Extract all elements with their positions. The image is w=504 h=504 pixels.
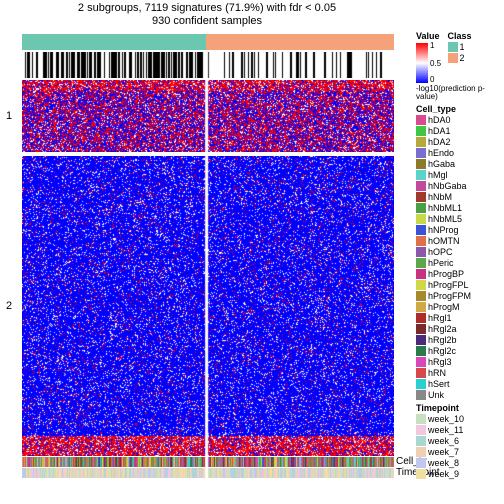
title-line2: 930 confident samples	[0, 15, 414, 28]
timepoint-legend: week_10week_11week_6week_7week_8week_9	[416, 413, 502, 479]
title-line1: 2 subgroups, 7119 signatures (71.9%) wit…	[0, 2, 414, 15]
legend-column: Value 1 0.5 0 Class 12 -log10(prediction…	[416, 28, 502, 479]
value-legend: Value 1 0.5 0	[416, 28, 440, 85]
class-annotation-bar	[22, 34, 394, 50]
value-gradient: 1 0.5 0	[416, 43, 428, 83]
value-extra-label: -log10(prediction p-value)	[416, 85, 502, 101]
celltype-legend-title: Cell_type	[416, 104, 502, 114]
class-legend: Class 12	[448, 28, 472, 85]
value-legend-title: Value	[416, 31, 440, 41]
barcode-track	[22, 52, 394, 78]
celltype-legend: hDA0hDA1hDA2hEndohGabahMglhNbGabahNbMhNb…	[416, 114, 502, 400]
chart-title: 2 subgroups, 7119 signatures (71.9%) wit…	[0, 2, 414, 28]
plot-area: 12Cell_tyTimepoint	[22, 34, 394, 500]
timepoint-legend-title: Timepoint	[416, 403, 502, 413]
class-legend-title: Class	[448, 31, 472, 41]
heatmap-container: 12Cell_tyTimepoint	[22, 80, 394, 478]
